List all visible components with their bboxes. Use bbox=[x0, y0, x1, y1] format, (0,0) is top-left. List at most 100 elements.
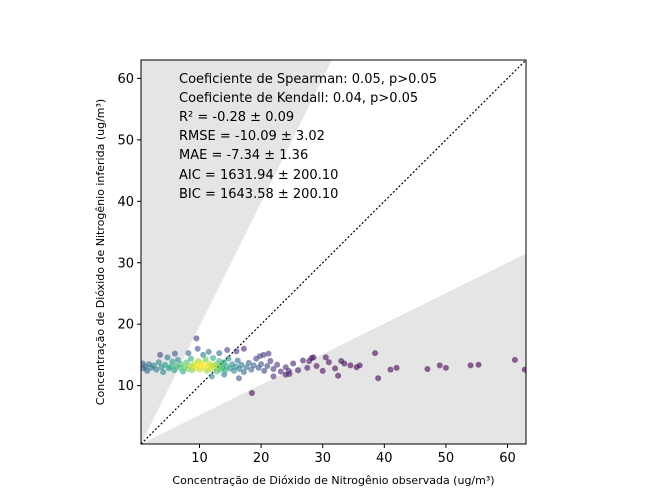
data-point bbox=[205, 348, 212, 355]
x-tick-label: 10 bbox=[191, 451, 208, 466]
data-point bbox=[353, 364, 360, 371]
data-point bbox=[375, 375, 382, 382]
data-point bbox=[436, 362, 443, 369]
annotation-mae: MAE = -7.34 ± 1.36 bbox=[179, 148, 308, 163]
data-point bbox=[224, 346, 231, 353]
data-point bbox=[216, 350, 223, 357]
x-axis-ticks: 10 20 30 40 50 60 bbox=[191, 444, 516, 466]
data-point bbox=[162, 361, 169, 368]
data-point bbox=[238, 361, 245, 368]
data-point bbox=[467, 362, 474, 369]
data-point bbox=[229, 361, 236, 368]
data-point bbox=[521, 366, 526, 373]
x-tick-label: 20 bbox=[253, 451, 270, 466]
data-point bbox=[393, 364, 400, 371]
data-point bbox=[185, 350, 192, 357]
data-point bbox=[319, 367, 326, 374]
x-tick-label: 30 bbox=[314, 451, 331, 466]
data-point bbox=[160, 369, 167, 376]
stats-annotations: Coeficiente de Spearman: 0.05, p>0.05 Co… bbox=[179, 72, 437, 202]
data-point bbox=[285, 367, 292, 374]
data-point bbox=[243, 364, 250, 371]
data-point bbox=[240, 369, 247, 376]
data-point bbox=[310, 354, 317, 361]
data-point bbox=[194, 345, 201, 352]
y-tick-label: 60 bbox=[117, 72, 134, 87]
data-point bbox=[511, 356, 518, 363]
data-point bbox=[208, 373, 215, 380]
data-point bbox=[171, 350, 178, 357]
data-point bbox=[387, 366, 394, 373]
data-point bbox=[258, 361, 265, 368]
data-point bbox=[442, 364, 449, 371]
data-point bbox=[225, 355, 232, 362]
data-point bbox=[201, 361, 208, 368]
data-point bbox=[322, 354, 329, 361]
data-point bbox=[261, 367, 268, 374]
data-point bbox=[150, 362, 157, 369]
data-point bbox=[277, 368, 284, 375]
data-point bbox=[295, 367, 302, 374]
data-point bbox=[202, 356, 209, 363]
data-point bbox=[240, 345, 247, 352]
y-tick-label: 20 bbox=[117, 318, 134, 333]
y-tick-label: 30 bbox=[117, 256, 134, 271]
data-point bbox=[270, 366, 277, 373]
data-point bbox=[300, 357, 307, 364]
data-point bbox=[235, 375, 242, 382]
data-point bbox=[248, 390, 255, 397]
data-point bbox=[335, 372, 342, 379]
x-tick-label: 60 bbox=[499, 451, 516, 466]
y-tick-label: 40 bbox=[117, 195, 134, 210]
data-point bbox=[233, 348, 240, 355]
data-point bbox=[167, 363, 174, 370]
x-tick-label: 40 bbox=[376, 451, 393, 466]
plot-frame bbox=[140, 59, 527, 445]
data-point bbox=[424, 366, 431, 373]
x-tick-label: 50 bbox=[438, 451, 455, 466]
data-point bbox=[306, 358, 313, 365]
data-point bbox=[304, 364, 311, 371]
data-point bbox=[234, 357, 241, 364]
y-tick-label: 50 bbox=[117, 133, 134, 148]
annotation-spearman: Coeficiente de Spearman: 0.05, p>0.05 bbox=[179, 72, 437, 87]
annotation-bic: BIC = 1643.58 ± 200.10 bbox=[179, 187, 338, 202]
data-point bbox=[270, 373, 277, 380]
identity-reference-line bbox=[141, 60, 526, 444]
data-point bbox=[169, 358, 176, 365]
annotation-kendall: Coeficiente de Kendall: 0.04, p>0.05 bbox=[179, 91, 418, 106]
data-point bbox=[250, 362, 257, 369]
shade-region-underestimate bbox=[141, 253, 526, 444]
data-point bbox=[475, 361, 482, 368]
data-point bbox=[210, 354, 217, 361]
data-point bbox=[290, 360, 297, 367]
factor-two-shaded-regions bbox=[141, 60, 526, 444]
data-point bbox=[264, 362, 271, 369]
data-point bbox=[332, 365, 339, 372]
shade-region-overestimate bbox=[141, 60, 332, 444]
annotation-r2: R² = -0.28 ± 0.09 bbox=[179, 110, 294, 125]
data-point bbox=[267, 358, 274, 365]
annotation-aic: AIC = 1631.94 ± 200.10 bbox=[179, 168, 338, 183]
data-point bbox=[265, 350, 272, 357]
data-point bbox=[155, 359, 162, 366]
data-point bbox=[341, 360, 348, 367]
y-tick-label: 10 bbox=[117, 379, 134, 394]
x-axis-label: Concentração de Dióxido de Nitrogênio ob… bbox=[172, 474, 494, 487]
data-point bbox=[274, 361, 281, 368]
data-point bbox=[313, 362, 320, 369]
data-point bbox=[174, 356, 181, 363]
data-point bbox=[372, 350, 379, 357]
data-point bbox=[157, 351, 164, 358]
y-axis-ticks: 10 20 30 40 50 60 bbox=[117, 72, 141, 394]
y-axis-label: Concentração de Dióxido de Nitrogênio in… bbox=[94, 99, 107, 405]
data-point bbox=[325, 359, 332, 366]
data-point bbox=[347, 362, 354, 369]
data-point bbox=[187, 355, 194, 362]
data-point bbox=[256, 353, 263, 360]
data-point bbox=[193, 335, 200, 342]
data-points bbox=[141, 335, 526, 397]
annotation-rmse: RMSE = -10.09 ± 3.02 bbox=[179, 129, 325, 144]
data-point bbox=[164, 354, 171, 361]
